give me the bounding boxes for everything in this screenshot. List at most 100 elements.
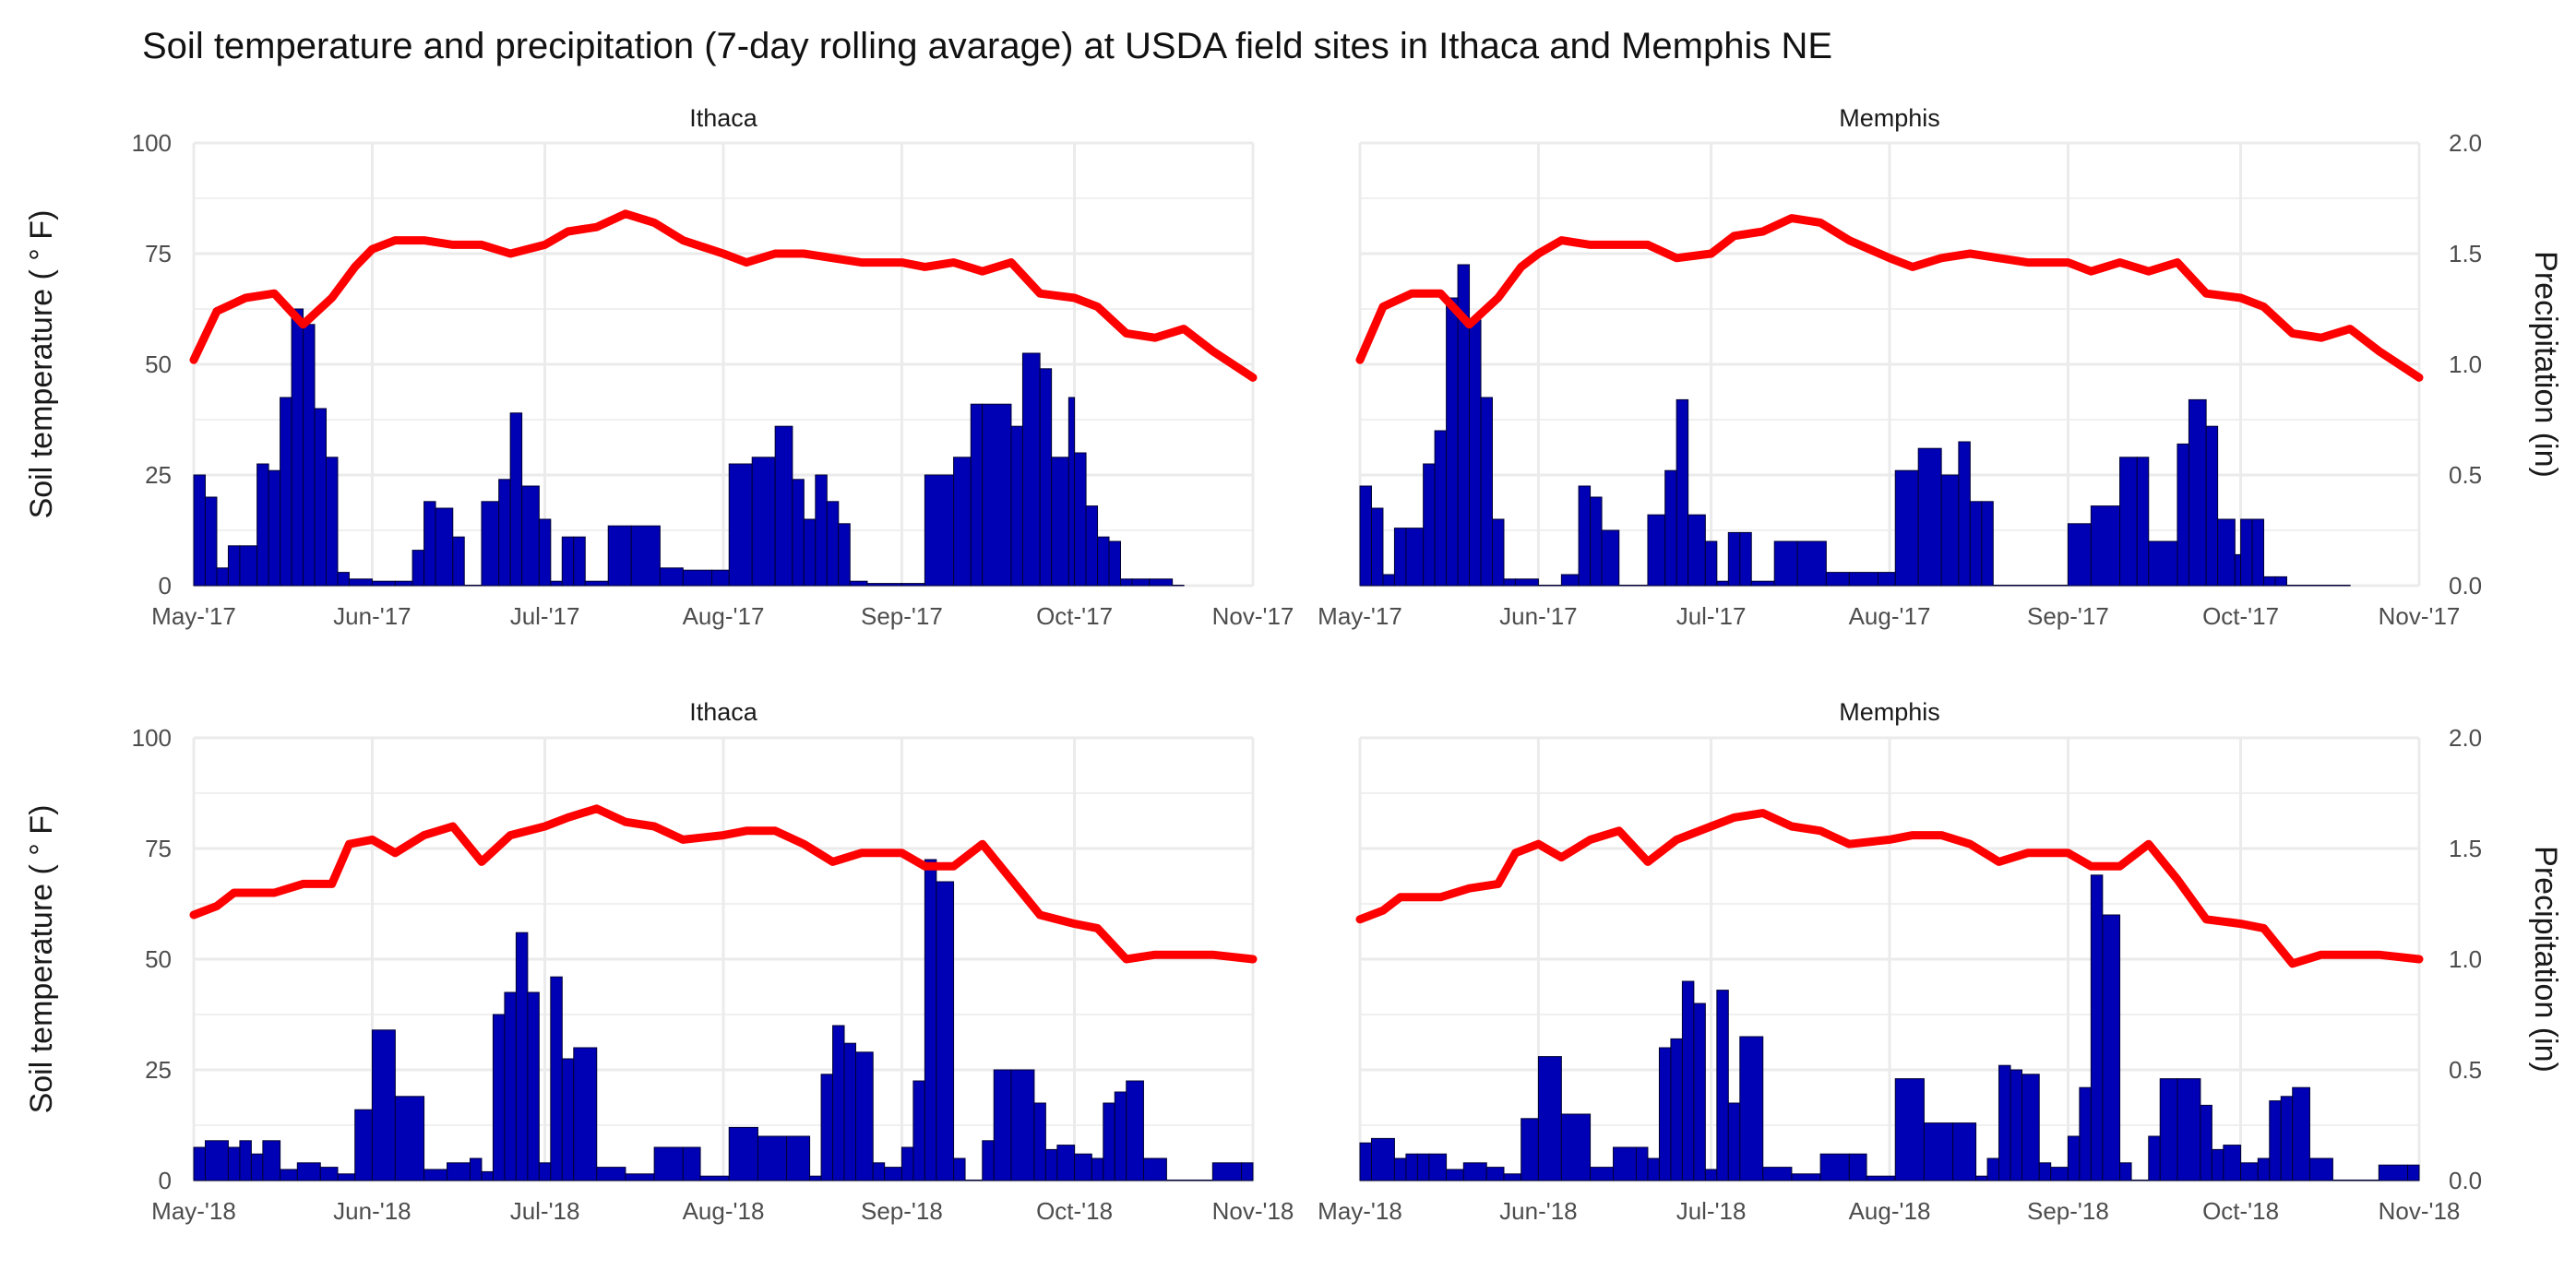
precip-bar	[1670, 1038, 1683, 1181]
precip-bar	[193, 1146, 206, 1181]
precip-bar	[291, 308, 304, 587]
precip-bar	[2050, 1167, 2069, 1181]
precip-bar	[2205, 425, 2219, 587]
precip-bar	[1074, 452, 1087, 587]
precip-bar	[2378, 1164, 2409, 1181]
precip-bar	[423, 1169, 448, 1181]
precip-bar	[2119, 457, 2138, 587]
precip-bar	[1998, 1064, 2011, 1181]
precip-bar	[1739, 531, 1752, 587]
precip-bar	[1503, 1173, 1522, 1181]
y2-tick-label: 0.0	[2449, 572, 2482, 599]
precip-bar	[1359, 485, 1372, 587]
precip-bar	[2021, 1074, 2040, 1181]
precip-bar	[371, 580, 396, 587]
precip-bar	[227, 545, 241, 587]
precip-bar	[1618, 585, 1631, 587]
precip-bar	[792, 479, 805, 587]
precip-bar	[1480, 397, 1493, 587]
precip-bar	[2200, 1104, 2212, 1181]
x-tick-label: Sep-'18	[2027, 1197, 2109, 1225]
y-tick-label: 0	[159, 1167, 172, 1194]
precip-bar	[262, 1140, 281, 1181]
precip-bar	[1658, 1047, 1672, 1181]
y2-tick-label: 1.5	[2449, 835, 2482, 862]
y2-tick-label: 1.0	[2449, 350, 2482, 378]
precip-bar	[2033, 585, 2069, 587]
precip-bar	[1923, 1122, 1954, 1181]
precip-bar	[1126, 1080, 1144, 1181]
y-tick-label: 50	[145, 350, 172, 378]
precip-bar	[354, 1109, 373, 1181]
precip-bar	[280, 397, 292, 587]
precip-bar	[2269, 1100, 2282, 1181]
precip-bar	[1958, 441, 1971, 587]
precip-bar	[1382, 574, 1395, 587]
precip-bar	[1537, 1056, 1562, 1181]
precip-bar	[538, 1162, 552, 1181]
precip-bar	[728, 463, 753, 587]
precip-bar	[1590, 1167, 1615, 1181]
precip-bar	[204, 1140, 229, 1181]
precip-bar	[1416, 1153, 1430, 1181]
precip-bar	[1241, 1162, 1254, 1181]
x-tick-label: Oct-'18	[2202, 1197, 2279, 1225]
precip-bar	[573, 1047, 598, 1181]
precip-bar	[268, 469, 281, 587]
precip-bar	[682, 569, 713, 587]
precip-bar	[296, 1162, 321, 1181]
y2-tick-label: 0.0	[2449, 1167, 2482, 1194]
x-tick-label: Oct-'18	[1036, 1197, 1113, 1225]
precip-bar	[584, 580, 609, 587]
precip-bar	[1039, 368, 1053, 587]
precip-bar	[1423, 463, 1436, 587]
precip-bar	[447, 1162, 471, 1181]
precip-bar	[699, 1175, 730, 1181]
precip-bar	[1462, 1162, 1487, 1181]
precip-bar	[204, 496, 218, 587]
y2-tick-label: 2.0	[2449, 724, 2482, 752]
precip-bar	[2407, 1164, 2420, 1181]
precip-bar	[2015, 585, 2034, 587]
precip-bar	[1969, 501, 1983, 587]
precip-bar	[711, 569, 730, 587]
precip-bar	[2211, 1148, 2224, 1181]
chart-title: Soil temperature and precipitation (7-da…	[142, 26, 1833, 66]
precip-bar	[1537, 585, 1562, 587]
precip-bar	[2067, 1135, 2081, 1181]
y-tick-label: 100	[132, 129, 172, 157]
precip-bar	[832, 1025, 845, 1181]
y-tick-label: 50	[145, 945, 172, 973]
facet-strip-label: Ithaca	[689, 698, 758, 726]
precip-bar	[550, 580, 563, 587]
precip-bar	[1428, 1153, 1448, 1181]
precip-bar	[2286, 585, 2299, 587]
precip-bar	[1446, 297, 1459, 587]
precip-bar	[1149, 578, 1174, 587]
precip-bar	[1010, 425, 1023, 587]
precip-bar	[1393, 528, 1407, 587]
precip-bar	[1142, 1157, 1167, 1181]
precip-bar	[2004, 585, 2017, 587]
x-tick-label: May-'18	[1318, 1197, 1402, 1225]
precip-bar	[2240, 1162, 2259, 1181]
precip-bar	[2067, 523, 2092, 587]
precip-bar	[1727, 1102, 1741, 1181]
precip-bar	[2176, 443, 2189, 587]
precip-bar	[2223, 1145, 2242, 1181]
x-tick-label: Aug-'18	[1849, 1197, 1931, 1225]
y2-tick-label: 1.5	[2449, 240, 2482, 267]
x-tick-label: Jul-'18	[510, 1197, 580, 1225]
precip-bar	[1601, 529, 1620, 587]
precip-bar	[1727, 531, 1741, 587]
precip-bar	[2338, 585, 2351, 587]
precip-bar	[849, 580, 868, 587]
precip-bar	[2251, 518, 2265, 587]
y-tick-label: 75	[145, 835, 172, 862]
precip-bar	[2079, 1086, 2092, 1181]
precip-bar	[757, 1135, 788, 1181]
precip-bar	[573, 536, 586, 587]
precip-bar	[866, 583, 902, 587]
precip-bar	[1613, 1146, 1637, 1181]
precip-bar	[337, 572, 350, 587]
